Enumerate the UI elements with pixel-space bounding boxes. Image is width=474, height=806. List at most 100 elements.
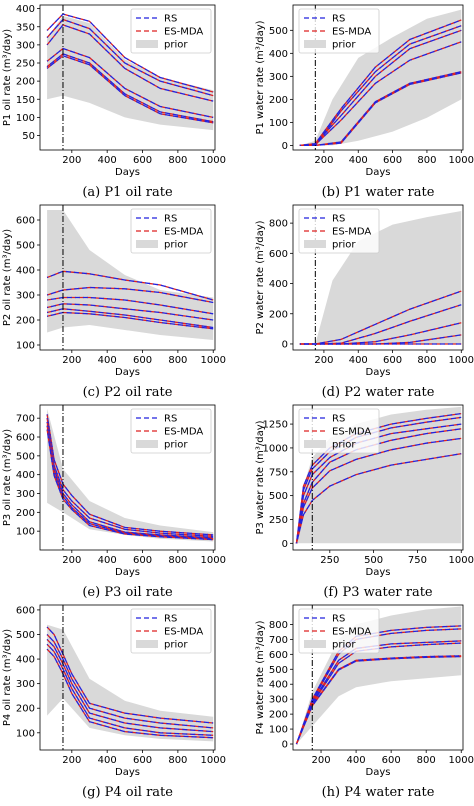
x-tick-label: 250 bbox=[320, 555, 339, 566]
y-axis-label: P1 oil rate (m³/day) bbox=[2, 29, 13, 126]
y-tick-label: 500 bbox=[16, 241, 35, 252]
y-tick-label: 300 bbox=[16, 489, 35, 500]
x-tick-label: 400 bbox=[98, 555, 117, 566]
rs-line-5 bbox=[46, 308, 214, 329]
chart-panel-8: 200 400 600 800 1000 0 100 200 300 400 500 600 700 80… bbox=[255, 604, 474, 800]
legend-rs-label: RS bbox=[332, 14, 345, 25]
x-tick-label: 800 bbox=[168, 555, 187, 566]
y-tick-label: 50 bbox=[22, 131, 35, 142]
y-axis-label: P2 water rate (m³/day) bbox=[255, 220, 266, 334]
rs-line-2 bbox=[46, 634, 214, 729]
plot-area bbox=[299, 5, 462, 150]
y-tick-label: 250 bbox=[269, 515, 288, 526]
panel-caption: (c) P2 oil rate bbox=[83, 385, 173, 400]
y-tick-label: 400 bbox=[269, 279, 288, 290]
rs-line-3 bbox=[46, 296, 214, 315]
x-tick-label: 600 bbox=[133, 555, 152, 566]
x-tick-label: 1000 bbox=[201, 155, 226, 166]
legend: RS ES-MDA prior bbox=[130, 608, 212, 654]
x-tick-label: 200 bbox=[62, 355, 81, 366]
y-tick-label: 0 bbox=[282, 339, 288, 350]
y-tick-label: 600 bbox=[16, 433, 35, 444]
x-tick-label: 1000 bbox=[201, 755, 226, 766]
legend-prior-swatch bbox=[304, 440, 326, 448]
y-tick-label: 400 bbox=[269, 680, 288, 691]
x-tick-label: 200 bbox=[62, 755, 81, 766]
plot-area bbox=[46, 205, 214, 350]
y-tick-label: 300 bbox=[16, 291, 35, 302]
rs-line-5 bbox=[299, 19, 462, 147]
rs-line-2 bbox=[295, 628, 462, 745]
esmda-line-1 bbox=[46, 414, 214, 536]
legend-esmda-label: ES-MDA bbox=[164, 627, 203, 638]
axes-frame bbox=[39, 604, 216, 751]
rs-line-6 bbox=[46, 55, 214, 124]
x-tick-label: 400 bbox=[349, 155, 368, 166]
legend-prior-swatch bbox=[136, 640, 158, 648]
legend: RS ES-MDA prior bbox=[298, 208, 380, 254]
rs-line-2 bbox=[46, 24, 214, 102]
rs-line-3 bbox=[46, 47, 214, 119]
x-tick-label: 400 bbox=[98, 755, 117, 766]
x-tick-label: 200 bbox=[311, 755, 330, 766]
x-axis-label: Days bbox=[366, 567, 391, 578]
legend-prior-swatch bbox=[136, 440, 158, 448]
y-tick-label: 200 bbox=[16, 704, 35, 715]
legend-esmda-label: ES-MDA bbox=[332, 227, 371, 238]
prior-band bbox=[47, 408, 214, 542]
x-tick-label: 1000 bbox=[449, 155, 474, 166]
y-tick-label: 0 bbox=[282, 740, 288, 751]
y-tick-label: 500 bbox=[16, 451, 35, 462]
panel-caption: (d) P2 water rate bbox=[322, 385, 435, 400]
rs-line-5 bbox=[46, 429, 214, 541]
y-tick-label: 750 bbox=[269, 467, 288, 478]
x-tick-label: 500 bbox=[364, 555, 383, 566]
x-axis-label: Days bbox=[366, 367, 391, 378]
legend-rs-label: RS bbox=[164, 14, 177, 25]
x-tick-label: 200 bbox=[314, 355, 333, 366]
x-tick-label: 1000 bbox=[201, 355, 226, 366]
plot-area bbox=[46, 605, 214, 750]
rs-line-2 bbox=[46, 270, 214, 301]
y-tick-label: 200 bbox=[16, 77, 35, 88]
y-tick-label: 700 bbox=[269, 635, 288, 646]
y-tick-label: 200 bbox=[269, 309, 288, 320]
rs-line-1 bbox=[46, 18, 214, 97]
y-axis-label: P3 water rate (m³/day) bbox=[255, 420, 266, 534]
y-tick-label: 500 bbox=[269, 665, 288, 676]
y-tick-label: 0 bbox=[282, 539, 288, 550]
x-tick-label: 800 bbox=[168, 155, 187, 166]
y-tick-label: 100 bbox=[269, 118, 288, 129]
x-tick-label: 800 bbox=[417, 755, 436, 766]
rs-line-6 bbox=[299, 72, 462, 147]
legend-prior-label: prior bbox=[332, 640, 356, 651]
x-tick-label: 1000 bbox=[201, 555, 226, 566]
y-tick-label: 100 bbox=[16, 728, 35, 739]
x-tick-label: 600 bbox=[383, 355, 402, 366]
y-tick-label: 500 bbox=[269, 491, 288, 502]
y-tick-label: 300 bbox=[16, 40, 35, 51]
legend-esmda-label: ES-MDA bbox=[332, 427, 371, 438]
legend-prior-label: prior bbox=[164, 240, 188, 251]
y-tick-label: 1250 bbox=[263, 420, 288, 431]
y-axis-label: P1 water rate (m³/day) bbox=[255, 20, 266, 134]
legend-rs-label: RS bbox=[164, 614, 177, 625]
legend-prior-label: prior bbox=[332, 240, 356, 251]
x-tick-label: 1000 bbox=[449, 355, 474, 366]
rs-line-1 bbox=[46, 626, 214, 724]
y-tick-label: 250 bbox=[16, 59, 35, 70]
legend-esmda-label: ES-MDA bbox=[164, 427, 203, 438]
legend-esmda-label: ES-MDA bbox=[332, 27, 371, 38]
esmda-line-1 bbox=[295, 625, 462, 745]
y-tick-label: 500 bbox=[16, 630, 35, 641]
x-axis-label: Days bbox=[115, 167, 140, 178]
y-tick-label: 100 bbox=[16, 527, 35, 538]
x-tick-label: 400 bbox=[98, 155, 117, 166]
y-tick-label: 1000 bbox=[263, 443, 288, 454]
x-tick-label: 800 bbox=[417, 155, 436, 166]
legend-rs-label: RS bbox=[164, 214, 177, 225]
y-tick-label: 200 bbox=[269, 710, 288, 721]
rs-line-1 bbox=[46, 286, 214, 304]
x-tick-label: 200 bbox=[314, 155, 333, 166]
legend: RS ES-MDA prior bbox=[130, 408, 212, 454]
